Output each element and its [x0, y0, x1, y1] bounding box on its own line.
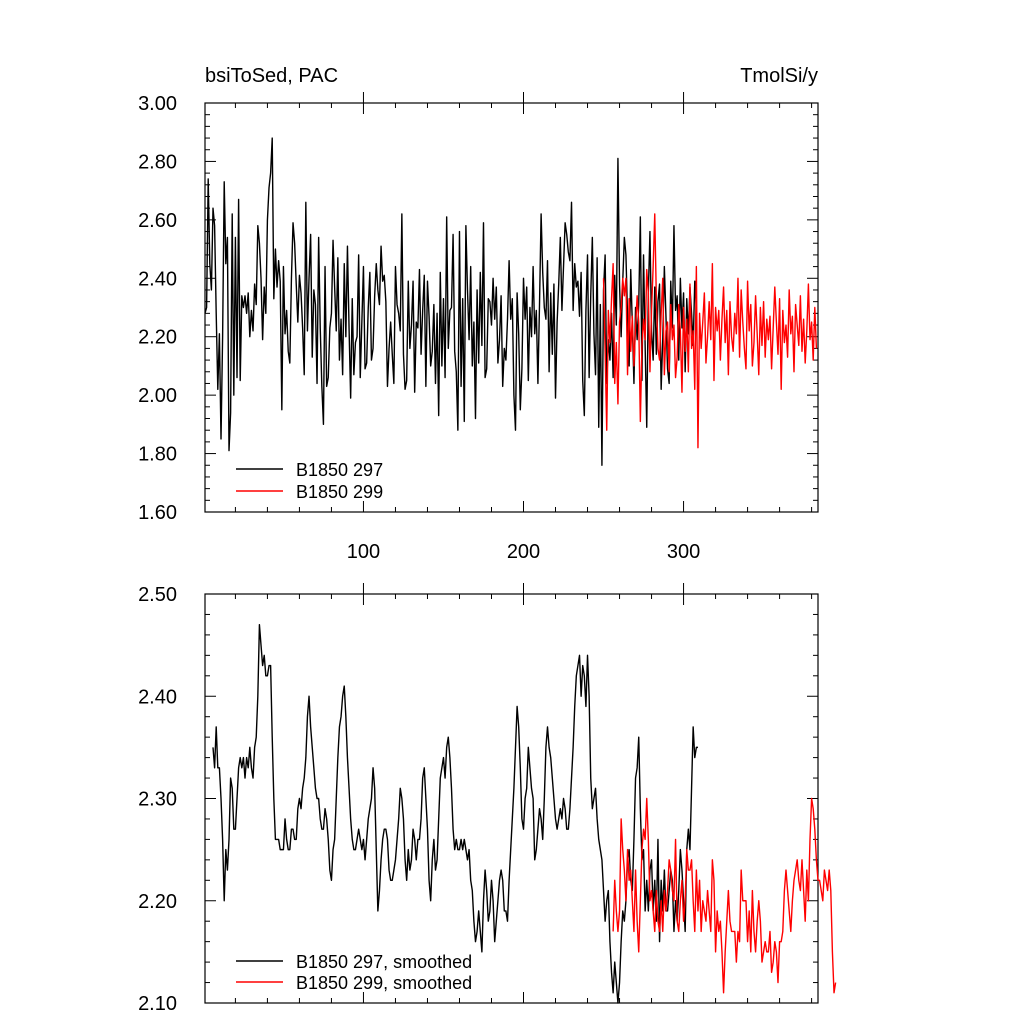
top-y-tick-label: 2.20 — [138, 327, 177, 349]
top-y-tick-label: 2.60 — [138, 210, 177, 232]
top-y-tick-label: 1.80 — [138, 444, 177, 466]
top-y-tick-label: 3.00 — [138, 93, 177, 115]
top-y-tick-label: 2.00 — [138, 385, 177, 407]
bottom-y-tick-label: 2.10 — [138, 993, 177, 1015]
top-panel-title: bsiToSed, PAC — [205, 65, 338, 87]
bottom-series-1-line — [212, 623, 698, 1004]
top-y-tick-label: 2.40 — [138, 268, 177, 290]
top-x-tick-label: 100 — [347, 541, 380, 563]
bottom-y-tick-label: 2.20 — [138, 891, 177, 913]
top-y-tick-label: 2.80 — [138, 151, 177, 173]
bottom-y-tick-label: 2.30 — [138, 789, 177, 811]
top-panel-units: TmolSi/y — [740, 65, 818, 87]
top-y-tick-label: 1.60 — [138, 502, 177, 524]
top-series-2-line — [602, 213, 818, 449]
top-plot-frame — [204, 102, 819, 513]
top-x-tick-label: 300 — [667, 541, 700, 563]
top-panel: bsiToSed, PAC TmolSi/y 1.60 1.80 2.00 2.20 2… — [138, 65, 819, 563]
bottom-legend-label-1: B1850 297, smoothed — [296, 952, 472, 972]
bottom-panel: 2.10 2.20 2.30 2.40 2.50 B1850 297, smoothedB… — [138, 583, 837, 1015]
top-legend-label-1: B1850 297 — [296, 460, 383, 480]
bottom-y-tick-label: 2.50 — [138, 584, 177, 606]
top-legend-label-2: B1850 299 — [296, 482, 383, 502]
top-x-tick-label: 200 — [507, 541, 540, 563]
bottom-y-tick-label: 2.40 — [138, 686, 177, 708]
top-series-1-line — [204, 137, 698, 466]
bottom-legend-label-2: B1850 299, smoothed — [296, 973, 472, 993]
bottom-series-2-line — [612, 797, 837, 994]
